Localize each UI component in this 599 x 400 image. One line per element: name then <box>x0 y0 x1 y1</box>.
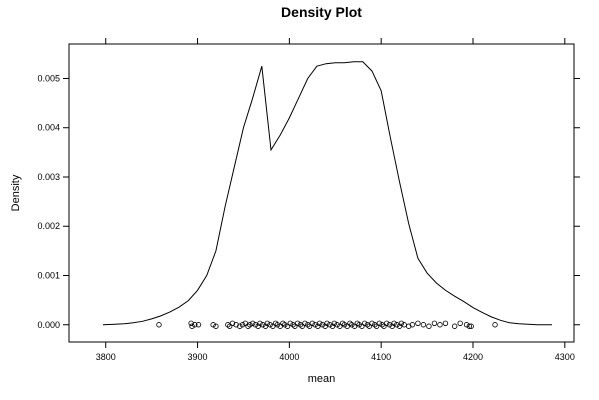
rug-point <box>292 323 298 329</box>
x-tick-label: 4000 <box>279 352 299 362</box>
plot-frame <box>68 43 575 343</box>
rug-point <box>349 322 355 328</box>
rug-point <box>306 323 313 329</box>
rug-point <box>401 322 407 328</box>
rug-point <box>394 322 400 328</box>
rug-point <box>260 322 266 328</box>
rug-point <box>277 323 283 329</box>
rug-point <box>359 323 365 329</box>
y-axis-label: Density <box>10 174 22 211</box>
x-tick-label: 3900 <box>188 352 208 362</box>
rug-point <box>270 323 276 329</box>
y-tick-label: 0.002 <box>37 221 60 231</box>
y-axis: 0.000 0.001 0.002 0.003 0.004 0.005 <box>37 73 580 330</box>
y-tick-label: 0.000 <box>37 320 60 330</box>
x-axis-label: mean <box>308 373 336 385</box>
rug-point <box>415 320 421 326</box>
rug-point <box>351 323 358 329</box>
rug-point <box>237 323 243 329</box>
rug-point <box>468 323 474 329</box>
rug-point <box>189 323 195 329</box>
rug-point <box>341 322 348 328</box>
rug-point <box>299 323 305 329</box>
rug-point <box>431 320 438 326</box>
rug-point <box>492 322 498 328</box>
rug-point <box>294 320 301 326</box>
rug-point <box>267 322 273 328</box>
rug-point <box>226 323 233 329</box>
rug-point <box>376 320 383 326</box>
y-tick-label: 0.003 <box>37 172 60 182</box>
rug-point <box>361 320 368 326</box>
rug-point <box>210 322 216 328</box>
rug-point <box>426 323 432 329</box>
rug-point <box>442 320 449 326</box>
x-tick-label: 4100 <box>371 352 391 362</box>
rug-point <box>282 322 288 328</box>
rug-point <box>274 322 281 328</box>
x-tick-label: 4200 <box>463 352 483 362</box>
rug-point <box>249 320 256 326</box>
rug-point <box>195 322 202 328</box>
rug-point <box>381 323 387 329</box>
rug-point <box>327 322 333 328</box>
rug-point <box>192 322 198 328</box>
rug-point <box>391 320 397 326</box>
rug-point <box>398 320 405 326</box>
rug-point <box>356 322 362 328</box>
density-curve <box>102 61 552 326</box>
rug-point <box>337 323 343 329</box>
rug-point <box>451 323 458 329</box>
rug-point <box>247 322 253 328</box>
y-tick-label: 0.001 <box>37 271 60 281</box>
rug-point <box>284 323 291 329</box>
rug-point <box>239 322 246 328</box>
rug-point <box>324 320 330 326</box>
x-axis: 3800 3900 4000 4100 4200 4300 <box>96 38 575 362</box>
rug-point <box>420 322 427 328</box>
rug-point <box>457 320 463 326</box>
rug-point <box>386 322 393 328</box>
rug-point <box>466 323 473 329</box>
y-tick-label: 0.005 <box>37 73 60 83</box>
rug-point <box>369 320 375 326</box>
rug-point <box>331 320 338 326</box>
rug-point <box>316 320 323 326</box>
rug-point <box>366 323 372 329</box>
rug-point <box>156 322 162 328</box>
rug-point <box>373 323 380 329</box>
rug-point <box>437 322 443 328</box>
rug-point <box>257 320 263 326</box>
rug-point <box>242 320 248 326</box>
y-tick-label: 0.004 <box>37 123 60 133</box>
x-tick-label: 4300 <box>555 352 575 362</box>
rug-point <box>213 323 219 329</box>
rug-point <box>383 320 390 326</box>
rug-point <box>302 320 308 326</box>
rug-point <box>252 322 259 328</box>
rug-point <box>334 322 340 328</box>
rug-point <box>309 320 316 326</box>
rug-point <box>344 323 350 329</box>
x-tick-label: 3800 <box>96 352 116 362</box>
rug-point <box>264 320 271 326</box>
rug-point <box>409 322 416 328</box>
rug-points <box>156 320 498 329</box>
rug-point <box>312 322 318 328</box>
rug-point <box>463 322 470 328</box>
rug-point <box>319 322 326 328</box>
chart-title: Density Plot <box>281 4 362 20</box>
rug-point <box>287 320 293 326</box>
